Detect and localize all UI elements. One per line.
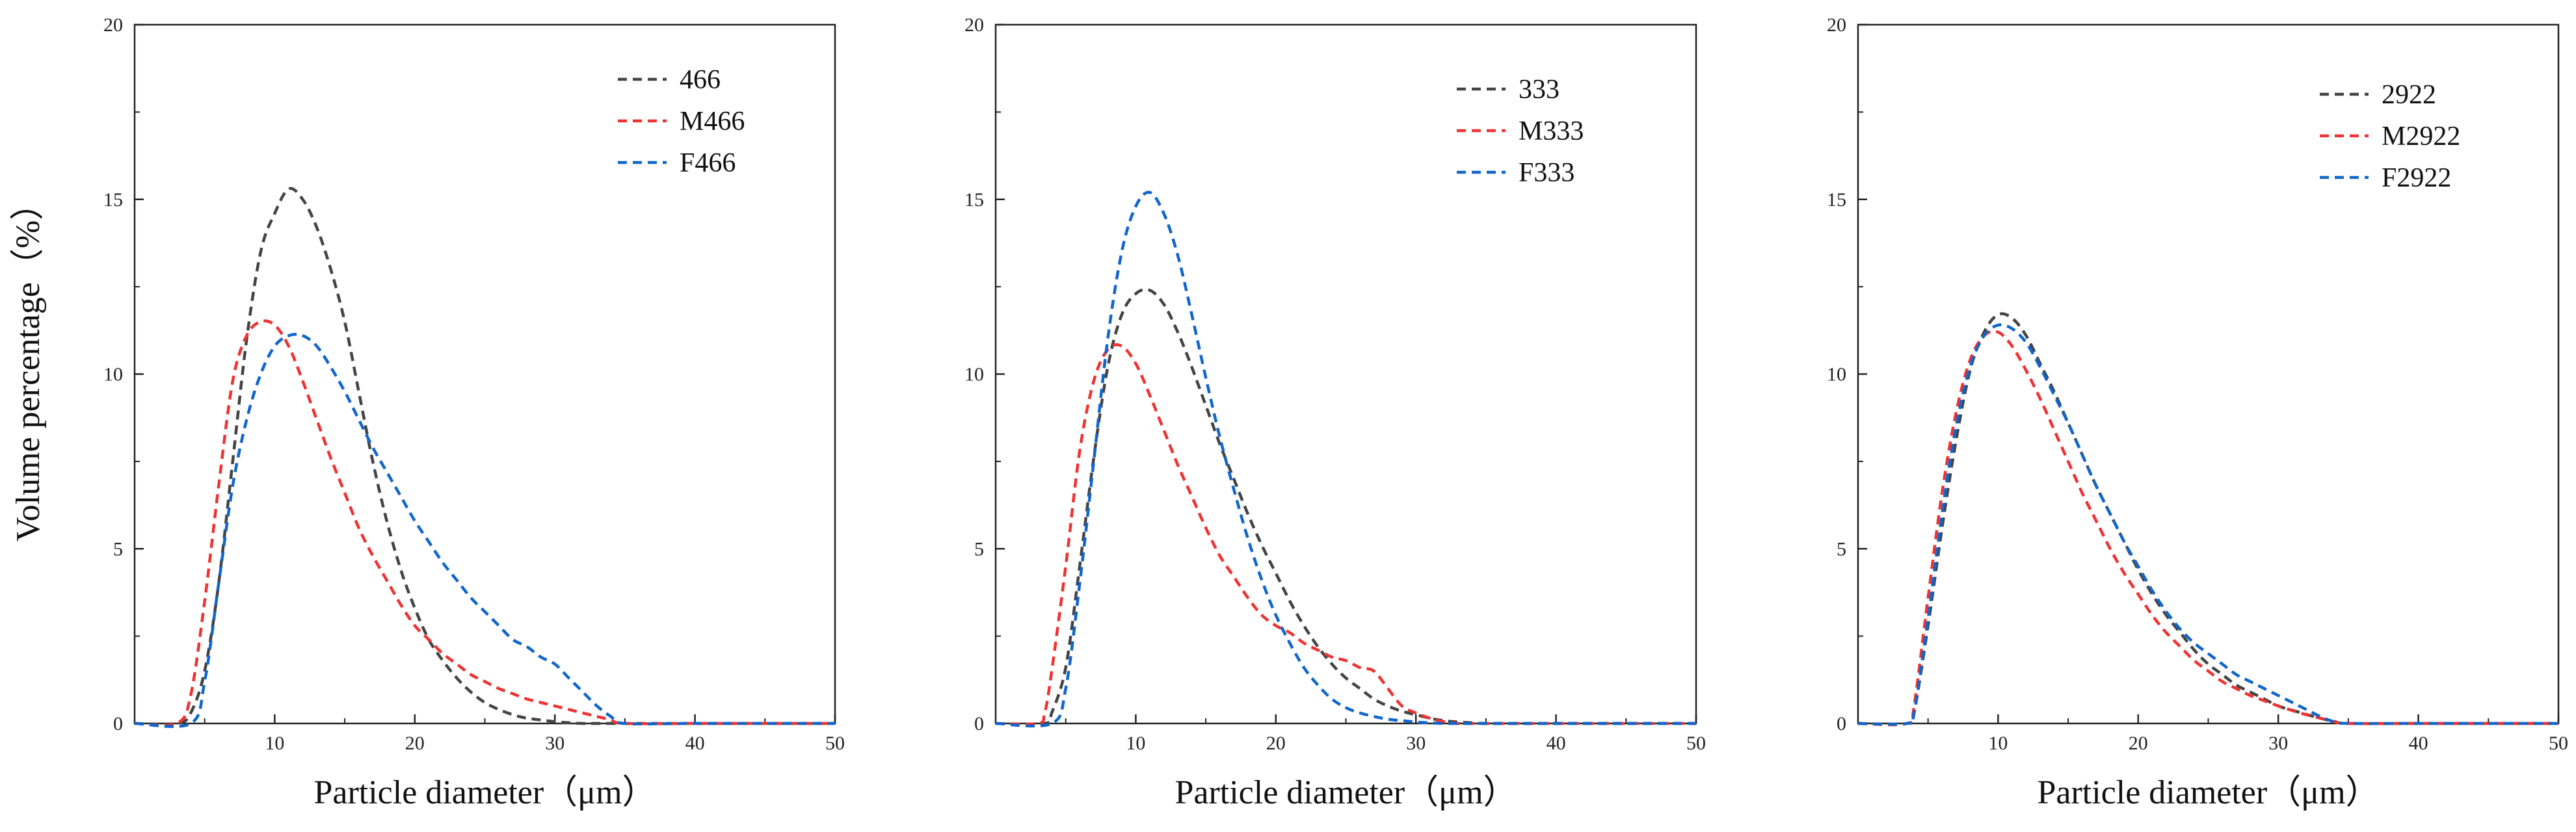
y-tick-label: 5 (1837, 538, 1846, 560)
legend-label-2922: 2922 (2382, 80, 2436, 110)
legend-label-F2922: F2922 (2382, 163, 2451, 193)
series-line-M333 (995, 343, 1696, 726)
x-tick-label: 10 (1126, 733, 1145, 754)
x-tick-label: 10 (1988, 733, 2008, 754)
y-tick-label: 5 (113, 538, 123, 560)
y-tick-label: 20 (103, 14, 123, 36)
y-tick-label: 0 (1837, 713, 1846, 734)
legend-label-M2922: M2922 (2382, 122, 2460, 151)
x-tick-label: 50 (2549, 733, 2568, 754)
legend-label-F333: F333 (1519, 158, 1574, 188)
x-tick-label: 20 (405, 733, 425, 754)
series-line-466 (134, 187, 835, 726)
legend-label-466: 466 (680, 65, 721, 95)
legend-label-F466: F466 (680, 148, 736, 178)
y-tick-label: 10 (103, 364, 123, 385)
y-tick-label: 5 (974, 538, 984, 560)
y-tick-label: 10 (964, 364, 984, 385)
x-tick-label: 30 (2268, 733, 2288, 754)
y-tick-label: 10 (1827, 364, 1846, 385)
x-axis-title: Particle diameter（μm） (1175, 774, 1517, 811)
y-tick-label: 0 (974, 713, 984, 734)
x-tick-label: 50 (825, 733, 845, 754)
y-tick-label: 15 (103, 189, 123, 211)
x-tick-label: 40 (2409, 733, 2428, 754)
y-tick-label: 0 (113, 713, 123, 734)
legend-label-333: 333 (1519, 75, 1560, 105)
x-tick-label: 10 (265, 733, 284, 754)
x-tick-label: 20 (1266, 733, 1286, 754)
series-line-333 (995, 288, 1696, 726)
x-tick-label: 50 (1686, 733, 1706, 754)
y-tick-label: 15 (964, 189, 984, 211)
y-tick-label: 20 (1827, 14, 1846, 36)
y-axis-title: Volume percentage（%） (10, 187, 47, 541)
x-tick-label: 30 (1406, 733, 1426, 754)
series-line-M2922 (1857, 330, 2558, 727)
x-tick-label: 30 (545, 733, 564, 754)
x-axis-title: Particle diameter（μm） (313, 774, 656, 811)
series-line-F333 (995, 190, 1696, 728)
y-tick-label: 20 (964, 14, 984, 36)
legend-label-M333: M333 (1519, 116, 1584, 146)
x-tick-label: 40 (1547, 733, 1566, 754)
series-line-F2922 (1857, 323, 2558, 726)
chart-panel-3: 0 5 10 15 20 10 20 30 40 50 Particle diameter（μm） 2… (1827, 14, 2568, 811)
chart-panel-2: 0 5 10 15 20 10 20 30 40 50 Particle diameter（μm） 3… (964, 14, 1706, 811)
x-tick-label: 20 (2129, 733, 2148, 754)
x-axis-title: Particle diameter（μm） (2037, 774, 2379, 811)
series-line-M466 (134, 319, 835, 727)
y-tick-label: 15 (1827, 189, 1846, 211)
series-line-2922 (1857, 312, 2558, 726)
chart-panel-1: 0 5 10 15 20 10 20 30 40 50 Particle diameter（μm） 4… (103, 14, 845, 811)
legend-label-M466: M466 (680, 107, 745, 136)
x-tick-label: 40 (685, 733, 705, 754)
